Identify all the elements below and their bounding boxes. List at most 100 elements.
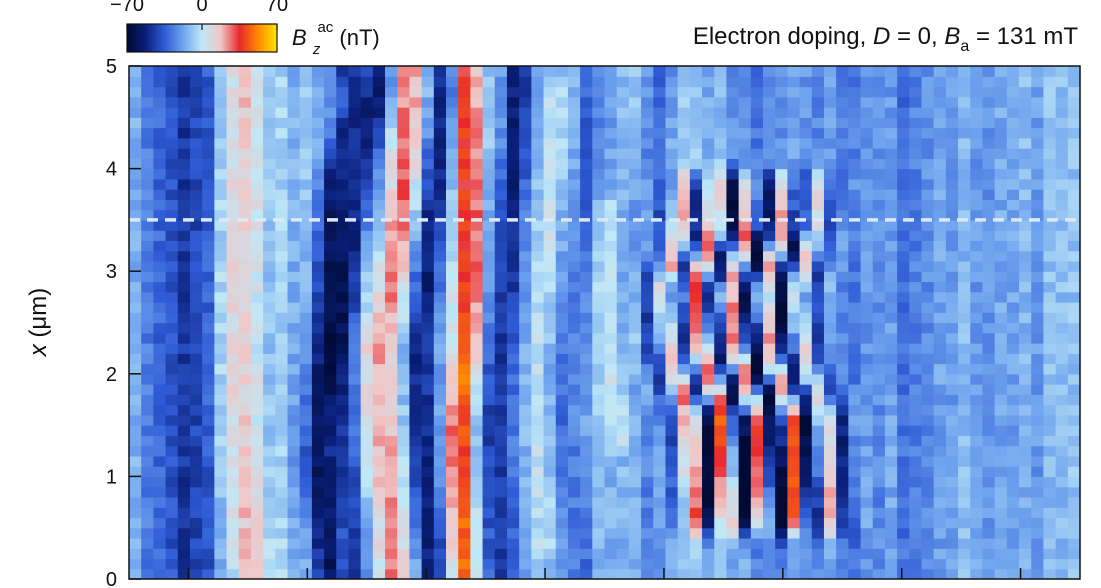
heatmap-cell [238, 137, 252, 149]
heatmap-cell [702, 343, 715, 354]
heatmap-cell [1055, 291, 1069, 303]
heatmap-cell [750, 527, 764, 539]
heatmap-cell [811, 404, 825, 416]
heatmap-cell [287, 107, 301, 118]
heatmap-cell [811, 199, 825, 211]
heatmap-cell [848, 250, 862, 262]
heatmap-cell [580, 209, 593, 221]
heatmap-cell [1055, 260, 1069, 272]
heatmap-cell [324, 517, 337, 529]
heatmap-cell [336, 66, 350, 77]
heatmap-cell [872, 137, 886, 149]
heatmap-cell [311, 353, 325, 365]
heatmap-cell [226, 486, 240, 498]
heatmap-cell [311, 476, 325, 488]
heatmap-cell [994, 137, 1008, 149]
heatmap-cell [653, 343, 667, 354]
heatmap-cell [958, 445, 971, 457]
heatmap-cell [1067, 558, 1080, 570]
heatmap-cell [1031, 394, 1045, 406]
heatmap-cell [567, 250, 581, 262]
heatmap-cell [1031, 455, 1045, 467]
heatmap-cell [214, 199, 228, 211]
heatmap-cell [202, 301, 215, 313]
heatmap-cell [1006, 66, 1020, 77]
heatmap-cell [775, 343, 788, 354]
heatmap-cell [1031, 486, 1045, 498]
heatmap-cell [677, 86, 691, 98]
heatmap-cell [1031, 189, 1045, 200]
heatmap-cell [555, 568, 569, 579]
heatmap-cell [811, 466, 825, 477]
heatmap-cell [763, 76, 776, 88]
heatmap-cell [519, 425, 532, 436]
heatmap-cell [604, 281, 618, 293]
heatmap-cell [714, 178, 728, 190]
heatmap-cell [897, 199, 910, 211]
heatmap-cell [226, 537, 240, 549]
heatmap-cell [202, 148, 215, 159]
heatmap-cell [153, 435, 167, 447]
heatmap-cell [543, 281, 557, 293]
heatmap-cell [1067, 168, 1080, 180]
heatmap-cell [1055, 66, 1069, 77]
heatmap-cell [446, 107, 459, 118]
heatmap-cell [433, 486, 447, 498]
heatmap-cell [775, 558, 788, 570]
heatmap-cell [263, 260, 276, 272]
heatmap-cell [275, 209, 289, 221]
heatmap-cell [165, 486, 179, 498]
title-b-subscript: a [960, 38, 969, 55]
heatmap-cell [348, 189, 362, 200]
heatmap-cell [750, 476, 764, 488]
heatmap-cell [446, 158, 459, 170]
heatmap-cell [958, 322, 971, 334]
heatmap-cell [628, 291, 642, 303]
heatmap-cell [641, 137, 654, 149]
heatmap-cell [531, 476, 545, 488]
heatmap-cell [628, 332, 642, 344]
heatmap-cell [153, 230, 167, 242]
heatmap-cell [763, 373, 776, 385]
heatmap-cell [775, 86, 788, 98]
heatmap-cell [202, 230, 215, 242]
heatmap-cell [1067, 496, 1080, 508]
heatmap-cell [1019, 291, 1032, 303]
heatmap-cell [214, 517, 228, 529]
heatmap-cell [1043, 281, 1057, 293]
heatmap-cell [653, 445, 667, 457]
heatmap-cell [409, 117, 423, 129]
heatmap-cell [677, 445, 691, 457]
heatmap-cell [848, 476, 862, 488]
heatmap-cell [933, 404, 947, 416]
heatmap-cell [750, 537, 764, 549]
heatmap-cell [763, 455, 776, 467]
heatmap-cell [884, 445, 898, 457]
heatmap-cell [763, 496, 776, 508]
heatmap-cell [982, 158, 996, 170]
heatmap-cell [1067, 455, 1080, 467]
heatmap-cell [1031, 76, 1045, 88]
heatmap-cell [250, 353, 264, 365]
heatmap-cell [543, 496, 557, 508]
heatmap-cell [543, 527, 557, 539]
heatmap-cell [836, 373, 849, 385]
heatmap-cell [446, 404, 459, 416]
heatmap-cell [872, 435, 886, 447]
heatmap-cell [945, 86, 959, 98]
heatmap-cell [750, 496, 764, 508]
heatmap-cell [799, 189, 813, 200]
heatmap-cell [1055, 301, 1069, 313]
heatmap-cell [714, 476, 728, 488]
heatmap-cell [726, 466, 740, 477]
heatmap-cell [689, 322, 703, 334]
heatmap-cell [287, 158, 301, 170]
heatmap-cell [897, 445, 910, 457]
heatmap-cell [287, 230, 301, 242]
heatmap-cell [775, 476, 788, 488]
heatmap-cell [165, 178, 179, 190]
heatmap-cell [189, 414, 203, 426]
heatmap-cell [970, 486, 984, 498]
heatmap-cell [482, 363, 496, 375]
heatmap-cell [397, 148, 411, 159]
